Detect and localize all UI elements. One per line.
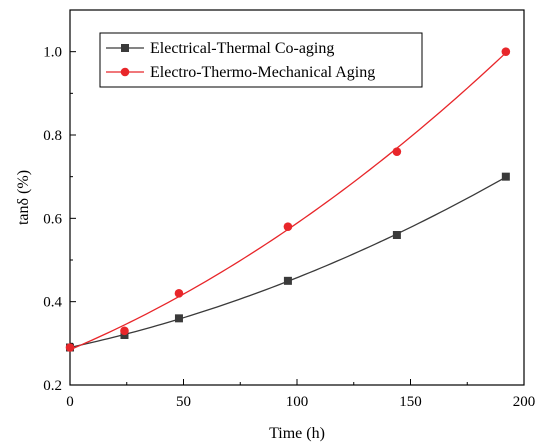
legend: Electrical-Thermal Co-aging Electro-Therm…: [99, 32, 423, 88]
data-point: [392, 231, 401, 239]
data-point: [174, 314, 183, 323]
x-tick-label: 200: [513, 394, 536, 410]
y-tick-label: 0.4: [43, 295, 62, 311]
x-tick-label: 50: [176, 394, 191, 410]
data-point: [120, 326, 129, 336]
series-line: [69, 52, 507, 351]
legend-entry-1: Electrical-Thermal Co-aging: [106, 40, 334, 57]
data-point: [283, 276, 292, 285]
axis-ticks: 0 50 100 150 200 0.2 0.4 0.6 0.8 1.0: [43, 9, 536, 410]
legend-marker: [120, 67, 130, 77]
legend-entry-2: Electro-Thermo-Mechanical Aging: [106, 64, 375, 81]
legend-marker: [121, 44, 129, 52]
data-point: [501, 172, 510, 181]
data-point: [65, 343, 75, 352]
data-point: [392, 147, 402, 156]
data-point: [174, 289, 184, 298]
legend-label: Electro-Thermo-Mechanical Aging: [150, 64, 375, 81]
y-tick-label: 0.8: [43, 128, 62, 144]
series-1: [66, 172, 510, 352]
x-tick-label: 150: [399, 394, 422, 410]
x-tick-label: 100: [286, 394, 309, 410]
series-2: [65, 47, 511, 352]
y-axis-label: tanδ (%): [15, 170, 32, 225]
data-point: [501, 47, 511, 56]
y-tick-label: 1.0: [43, 45, 62, 61]
series-layer: [65, 47, 511, 352]
legend-box: [99, 32, 423, 88]
data-point: [283, 222, 293, 231]
series-line: [69, 176, 507, 349]
x-tick-label: 0: [66, 394, 74, 410]
y-tick-label: 0.2: [43, 378, 62, 394]
x-axis-label: Time (h): [269, 425, 325, 442]
y-tick-label: 0.6: [43, 211, 62, 227]
legend-label: Electrical-Thermal Co-aging: [150, 40, 334, 57]
